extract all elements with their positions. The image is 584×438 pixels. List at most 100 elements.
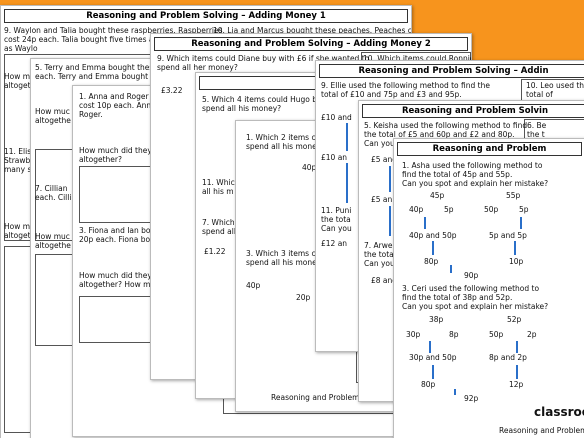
text: cost 24p each. Talia bought five times a… — [4, 35, 172, 44]
text: How muc — [4, 72, 39, 81]
text: 9. Ellie used the following method to fi… — [321, 81, 490, 90]
text: total of £10 and 75p and £3 and 95p. — [321, 90, 462, 99]
text: 3. Ceri used the following method to — [402, 284, 540, 293]
text: 10p — [509, 257, 524, 266]
text: the total — [364, 250, 396, 259]
text: 3. Which 3 items could — [246, 249, 332, 258]
text: 55p — [506, 191, 521, 200]
arrow — [516, 365, 518, 379]
text: 80p — [424, 257, 439, 266]
text: each. Terry and Emma bought one more pe — [35, 72, 198, 81]
text: £8 and — [371, 276, 398, 285]
arrow — [346, 123, 348, 151]
text: the tota — [321, 215, 351, 224]
text: altogethe — [4, 81, 40, 90]
answer-box — [79, 296, 156, 343]
text: Strawberr — [4, 156, 41, 165]
text: 40p and 50p — [409, 231, 457, 240]
text: How muc — [35, 107, 70, 116]
text: spend all her money? — [157, 63, 238, 72]
text: 3. Fiona and Ian bou — [79, 226, 156, 235]
arrow — [520, 217, 522, 229]
text: 10. Lia and Marcus bought these peaches.… — [213, 26, 412, 35]
text: spend all his money? — [202, 104, 282, 113]
text: 10. Which items could Ronnie buy with £7… — [363, 54, 472, 63]
text: 7. Which 5 — [202, 218, 242, 227]
text: £3.22 — [161, 86, 183, 95]
text: altogether? How muc — [79, 280, 160, 289]
text: all his m — [202, 187, 234, 196]
text: £12 an — [321, 239, 348, 248]
arrow — [432, 241, 434, 255]
text: 1. Asha used the following method to — [402, 161, 543, 170]
arrow — [516, 341, 518, 353]
text: 11. Which — [202, 178, 240, 187]
arrow — [429, 341, 431, 353]
text: How much did they s — [79, 146, 159, 155]
arrow — [454, 389, 456, 395]
arrow — [346, 163, 348, 203]
arrow — [389, 166, 391, 192]
text: the t — [527, 130, 545, 139]
text: spend all — [202, 227, 236, 236]
sheet-title: Reasoning and Problem Solvin — [362, 104, 584, 118]
text: £5 and — [371, 155, 398, 164]
text: 80p — [421, 380, 436, 389]
sheet-title: Reasoning and Problem Solving – Adding M… — [4, 9, 408, 23]
text: 8p and 2p — [489, 353, 527, 362]
text: 5. Terry and Emma bought these p — [35, 63, 166, 72]
text: 6. Be — [527, 121, 547, 130]
text: Roger. — [79, 110, 103, 119]
arrow — [432, 365, 434, 379]
text: 9. Waylon and Talia bought these raspber… — [4, 26, 223, 35]
text: 50p — [489, 330, 504, 339]
text: 50p — [484, 205, 499, 214]
text: 30p — [406, 330, 421, 339]
text: 38p — [429, 315, 444, 324]
text: 7. Arwen — [364, 241, 398, 250]
answer-box — [79, 166, 156, 223]
text: 2p — [527, 330, 537, 339]
text: 52p — [507, 315, 522, 324]
text: £10 an — [321, 153, 348, 162]
text: each. Cilli — [35, 193, 72, 202]
sheet-title: Reasoning and Problem Solving – Addin — [319, 64, 584, 78]
text: classroo — [534, 405, 584, 419]
text: 8p — [449, 330, 459, 339]
text: Can you spot and explain her mistake? — [402, 179, 549, 188]
arrow — [514, 241, 516, 255]
text: How muc — [4, 222, 39, 231]
text: many stra — [4, 165, 43, 174]
text: Reasoning and Problem Solvi — [499, 426, 584, 435]
text: spend all his money? — [246, 258, 326, 267]
text: 9. Which items could Diane buy with £6 i… — [157, 54, 370, 63]
text: 12p — [509, 380, 524, 389]
text: 11. Elish — [4, 147, 36, 156]
text: altogethe — [35, 241, 71, 250]
text: altogethe — [4, 231, 40, 240]
text: 1. Anna and Roger bo — [79, 92, 161, 101]
text: altogethe — [35, 116, 71, 125]
text: 92p — [464, 394, 479, 403]
text: 40p — [246, 281, 261, 290]
text: £5 an — [371, 195, 393, 204]
text: 30p and 50p — [409, 353, 457, 362]
text: 90p — [464, 271, 479, 280]
text: 7. Cillian — [35, 184, 68, 193]
text: 20p — [296, 293, 311, 302]
text: 5. Keisha used the following method to f… — [364, 121, 528, 130]
text: £1.22 — [204, 247, 226, 256]
text: 5p — [444, 205, 454, 214]
text: 20p each. Fiona boug — [79, 235, 160, 244]
text: find the total of 45p and 55p. — [402, 170, 513, 179]
text: 11. Puni — [321, 206, 352, 215]
text: £10 and — [321, 113, 352, 122]
text: Can you — [364, 259, 395, 268]
arrow — [424, 217, 426, 229]
text: How muc — [35, 232, 70, 241]
text: find the total of 38p and 52p. — [402, 293, 513, 302]
sheet-title: Reasoning and Problem Solving – Adding M… — [154, 37, 468, 51]
arrow — [450, 265, 452, 273]
text: Reasoning and Problem Solving — [271, 393, 390, 402]
